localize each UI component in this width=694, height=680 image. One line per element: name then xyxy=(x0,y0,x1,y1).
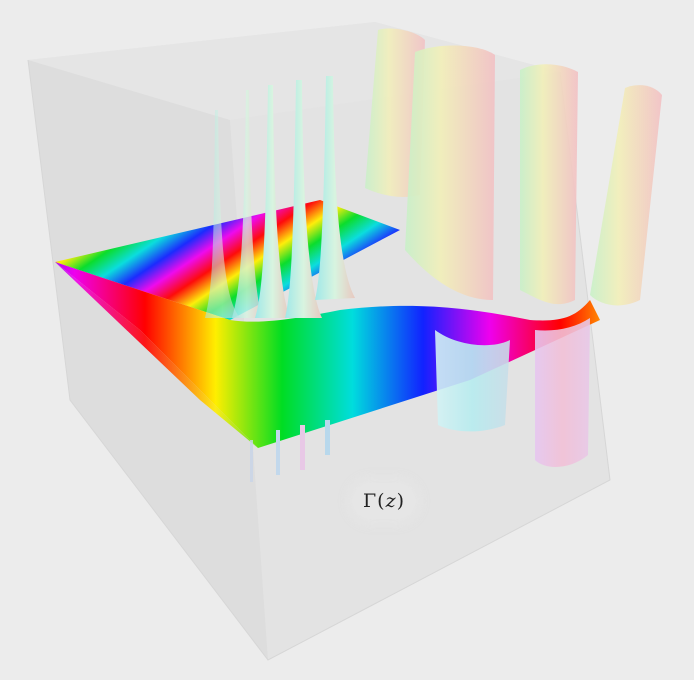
gamma-symbol: Γ xyxy=(362,490,378,512)
pole-tubes-back xyxy=(365,28,662,306)
surface-front xyxy=(55,262,600,448)
pole-drips xyxy=(250,420,330,482)
open-paren: ( xyxy=(377,490,386,512)
function-label: Γ ( z ) xyxy=(353,483,415,519)
surface-back xyxy=(55,200,400,320)
close-paren: ) xyxy=(396,490,406,512)
argument-variable: z xyxy=(385,490,397,512)
pole-spikes xyxy=(205,76,355,318)
pole-tubes-front xyxy=(435,318,590,467)
